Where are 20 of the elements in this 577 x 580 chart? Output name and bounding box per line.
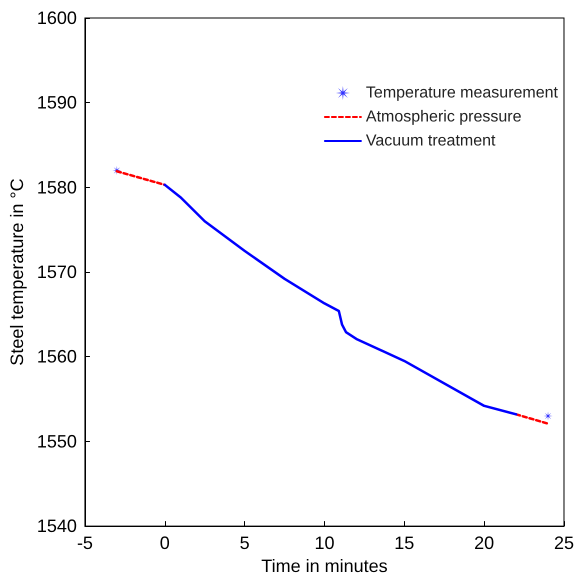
x-tick-label: 10 <box>314 533 334 554</box>
y-tick-label: 1600 <box>36 8 77 28</box>
x-tick-label: 20 <box>474 533 494 554</box>
y-tick-label: 1580 <box>36 177 77 198</box>
x-axis-title: Time in minutes <box>261 556 388 576</box>
line-series <box>164 184 518 416</box>
y-tick-label: 1560 <box>36 346 77 367</box>
y-axis-title: Steel temperature in °C <box>7 178 27 366</box>
legend-label: Vacuum treatment <box>366 132 496 150</box>
legend-label: Temperature measurement <box>366 84 559 102</box>
x-tick-label: 0 <box>160 533 170 554</box>
legend-label: Atmospheric pressure <box>366 108 522 126</box>
y-tick-label: 1590 <box>36 92 77 113</box>
y-tick-label: 1570 <box>36 262 77 282</box>
y-tick-label: 1550 <box>36 431 77 452</box>
x-tick-label: 25 <box>554 533 574 554</box>
y-tick-label: 1540 <box>36 516 77 536</box>
x-tick-label: -5 <box>76 533 93 554</box>
x-tick-label: 15 <box>394 533 414 554</box>
x-tick-label: 5 <box>240 533 250 554</box>
